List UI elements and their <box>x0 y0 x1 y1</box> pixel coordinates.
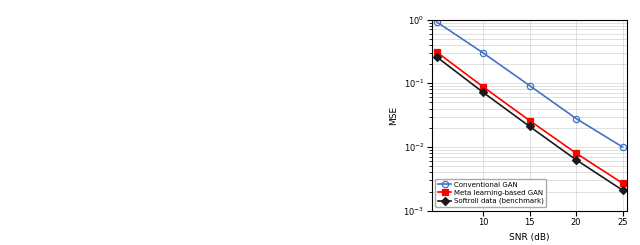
Meta learning-based GAN <box>479 85 487 88</box>
Softroll data (benchmark) <box>619 189 627 192</box>
Softroll data (benchmark) <box>433 55 440 58</box>
Softroll data (benchmark) <box>479 91 487 94</box>
Conventional GAN <box>526 84 534 87</box>
Conventional GAN <box>433 20 440 23</box>
Conventional GAN <box>479 51 487 54</box>
Conventional GAN <box>619 146 627 148</box>
Line: Meta learning-based GAN: Meta learning-based GAN <box>433 49 626 186</box>
Meta learning-based GAN <box>619 182 627 185</box>
Line: Conventional GAN: Conventional GAN <box>433 19 626 150</box>
Meta learning-based GAN <box>433 50 440 53</box>
Softroll data (benchmark) <box>572 158 580 161</box>
Y-axis label: MSE: MSE <box>389 106 398 125</box>
Legend: Conventional GAN, Meta learning-based GAN, Softroll data (benchmark): Conventional GAN, Meta learning-based GA… <box>435 179 546 207</box>
Meta learning-based GAN <box>526 119 534 122</box>
Meta learning-based GAN <box>572 152 580 155</box>
Line: Softroll data (benchmark): Softroll data (benchmark) <box>433 54 626 193</box>
Softroll data (benchmark) <box>526 125 534 128</box>
X-axis label: SNR (dB): SNR (dB) <box>509 233 550 242</box>
Conventional GAN <box>572 117 580 120</box>
